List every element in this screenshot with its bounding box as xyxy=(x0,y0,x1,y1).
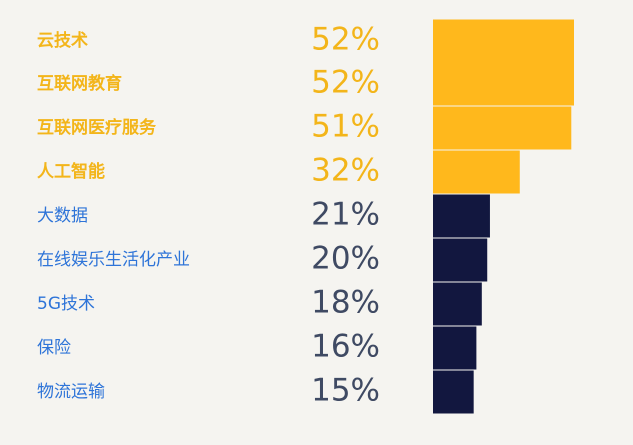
value-label-3: 51% xyxy=(311,109,380,145)
value-label-2: 52% xyxy=(311,65,380,101)
value-label-5: 21% xyxy=(311,197,380,233)
category-label-4: 人工智能 xyxy=(37,161,105,182)
bar-7 xyxy=(433,282,482,326)
category-label-7: 5G技术 xyxy=(37,294,95,314)
bar-2 xyxy=(433,62,574,106)
value-label-8: 16% xyxy=(311,329,380,365)
bar-6 xyxy=(433,238,488,282)
category-label-3: 互联网医疗服务 xyxy=(37,117,157,138)
value-label-6: 20% xyxy=(311,241,380,277)
bar-8 xyxy=(433,326,477,370)
category-label-9: 物流运输 xyxy=(37,382,105,402)
bar-1 xyxy=(433,19,574,63)
bar-3 xyxy=(433,106,572,150)
value-label-7: 18% xyxy=(311,285,380,321)
value-label-4: 32% xyxy=(311,153,380,189)
value-label-1: 52% xyxy=(311,22,380,58)
bar-4 xyxy=(433,150,520,194)
bar-5 xyxy=(433,194,490,238)
bar-9 xyxy=(433,370,474,414)
category-label-6: 在线娱乐生活化产业 xyxy=(37,250,190,270)
category-label-2: 互联网教育 xyxy=(37,73,122,94)
category-label-8: 保险 xyxy=(37,338,71,358)
category-label-1: 云技术 xyxy=(37,30,88,51)
category-label-5: 大数据 xyxy=(37,206,88,226)
value-label-9: 15% xyxy=(311,373,380,409)
